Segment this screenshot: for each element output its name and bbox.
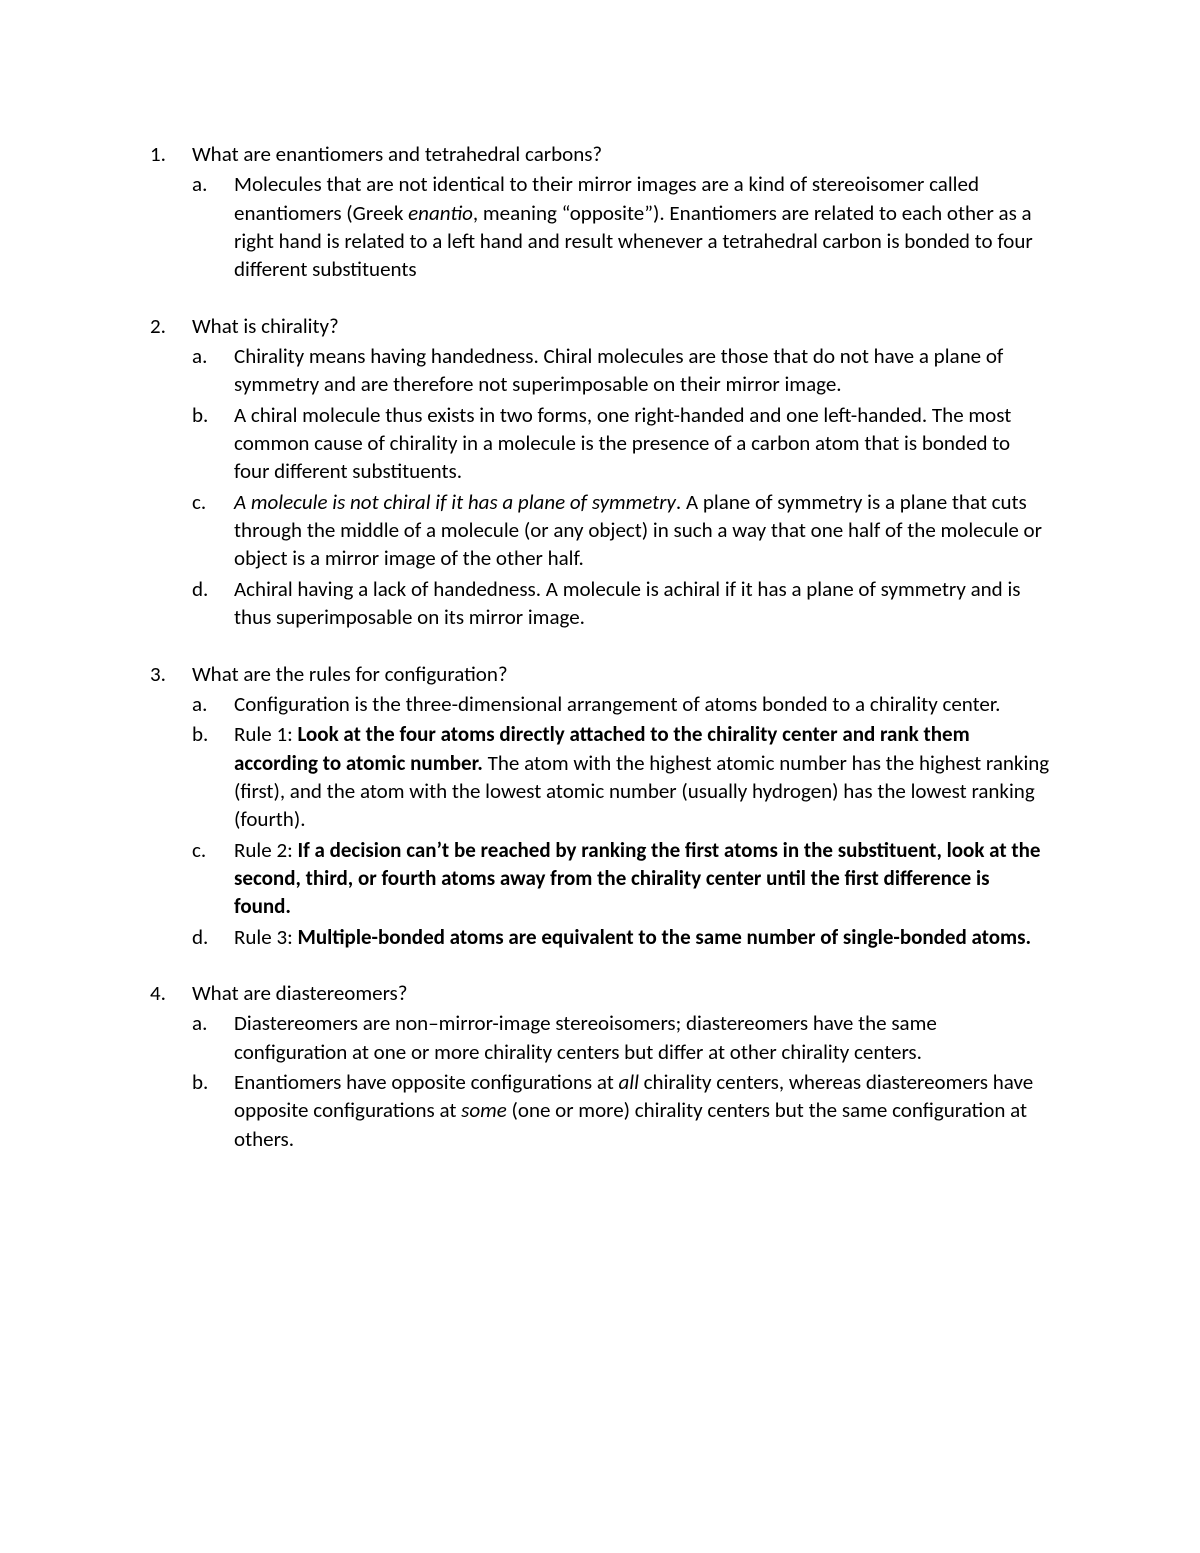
text-run: some <box>461 1097 507 1123</box>
question-item: What are diastereomers? Diastereomers are… <box>150 979 1050 1153</box>
answer-item: Rule 3: Multiple-bonded atoms are equiva… <box>192 923 1050 951</box>
text-run: Rule 1: <box>234 721 297 747</box>
answer-item: Rule 2: If a decision can’t be reached b… <box>192 836 1050 921</box>
question-text: What are diastereomers? <box>192 979 1050 1007</box>
text-run: Chirality means having handedness. Chira… <box>234 343 1003 397</box>
question-text: What are enantiomers and tetrahedral car… <box>192 140 1050 168</box>
answer-item: Rule 1: Look at the four atoms directly … <box>192 720 1050 833</box>
answer-item: Achiral having a lack of handedness. A m… <box>192 575 1050 632</box>
document-page: What are enantiomers and tetrahedral car… <box>0 0 1200 1553</box>
question-list: What are enantiomers and tetrahedral car… <box>150 140 1050 1153</box>
question-item: What is chirality? Chirality means having… <box>150 312 1050 632</box>
answer-item: Configuration is the three-dimensional a… <box>192 690 1050 718</box>
answer-item: Molecules that are not identical to thei… <box>192 170 1050 283</box>
question-item: What are the rules for configuration? Con… <box>150 660 1050 951</box>
text-run: all <box>618 1069 638 1095</box>
answer-item: Enantiomers have opposite configurations… <box>192 1068 1050 1153</box>
text-run: If a decision can’t be reached by rankin… <box>234 837 1041 920</box>
text-run: Rule 2: <box>234 837 297 863</box>
answer-item: Diastereomers are non–mirror-image stere… <box>192 1009 1050 1066</box>
question-item: What are enantiomers and tetrahedral car… <box>150 140 1050 284</box>
answer-list: Diastereomers are non–mirror-image stere… <box>192 1009 1050 1153</box>
answer-list: Configuration is the three-dimensional a… <box>192 690 1050 951</box>
text-run: A chiral molecule thus exists in two for… <box>234 402 1011 485</box>
answer-item: Chirality means having handedness. Chira… <box>192 342 1050 399</box>
text-run: A molecule is not chiral if it has a pla… <box>234 489 676 515</box>
text-run: Enantiomers have opposite configurations… <box>234 1069 618 1095</box>
answer-list: Molecules that are not identical to thei… <box>192 170 1050 283</box>
answer-list: Chirality means having handedness. Chira… <box>192 342 1050 631</box>
text-run: Achiral having a lack of handedness. A m… <box>234 576 1021 630</box>
question-text: What are the rules for configuration? <box>192 660 1050 688</box>
text-run: enantio <box>408 200 473 226</box>
text-run: Diastereomers are non–mirror-image stere… <box>234 1010 937 1064</box>
text-run: Configuration is the three-dimensional a… <box>234 691 1000 717</box>
answer-item: A chiral molecule thus exists in two for… <box>192 401 1050 486</box>
text-run: Multiple-bonded atoms are equivalent to … <box>297 924 1031 950</box>
question-text: What is chirality? <box>192 312 1050 340</box>
answer-item: A molecule is not chiral if it has a pla… <box>192 488 1050 573</box>
text-run: Rule 3: <box>234 924 297 950</box>
